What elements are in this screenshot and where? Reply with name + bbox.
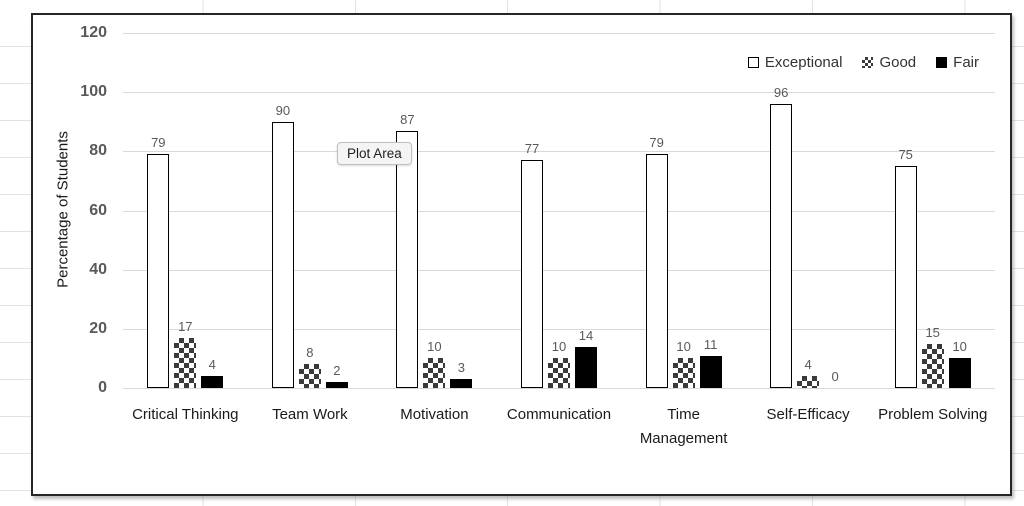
legend-item-exceptional[interactable]: Exceptional — [747, 54, 843, 71]
category-label: Motivation — [400, 406, 469, 423]
chart-object[interactable]: Percentage of Students 0 20 40 60 80 100 120 7… — [31, 13, 1012, 496]
y-tick-label: 100 — [80, 83, 107, 101]
data-label: 4 — [804, 357, 812, 373]
data-label: 14 — [578, 327, 594, 343]
data-label: 4 — [208, 357, 216, 373]
category-label: Time Management — [639, 406, 728, 447]
bar-fair[interactable] — [201, 376, 224, 388]
data-label: 87 — [400, 111, 415, 127]
category-label: Problem Solving — [878, 406, 988, 423]
bar-fair[interactable] — [325, 382, 348, 388]
data-label: 15 — [925, 324, 940, 340]
y-tick-label: 80 — [89, 142, 107, 160]
x-axis-line — [123, 388, 995, 389]
bar-good[interactable] — [174, 337, 197, 388]
y-tick-label: 0 — [98, 379, 107, 396]
data-label: 3 — [457, 360, 465, 376]
legend-label-exceptional: Exceptional — [764, 54, 843, 71]
data-label: 96 — [773, 85, 789, 100]
data-label: 90 — [275, 102, 291, 118]
data-label: 17 — [178, 318, 193, 334]
bar-fair[interactable] — [575, 346, 597, 388]
plot-area-tooltip: Plot Area — [337, 142, 412, 165]
y-tick-label: 120 — [80, 24, 107, 41]
data-label: 75 — [898, 147, 913, 163]
legend-swatch-good-icon — [862, 57, 874, 68]
bar-exceptional[interactable] — [645, 154, 668, 388]
legend-item-fair[interactable]: Fair — [936, 54, 979, 71]
y-tick-label: 60 — [89, 201, 107, 219]
bar-good[interactable] — [921, 343, 944, 388]
legend-swatch-fair-icon — [936, 57, 948, 68]
data-label: 2 — [333, 363, 341, 379]
bar-exceptional[interactable] — [271, 121, 294, 389]
legend-label-fair: Fair — [953, 54, 979, 71]
gridline — [123, 33, 995, 34]
bar-good[interactable] — [548, 358, 570, 388]
bar-exceptional[interactable] — [894, 166, 917, 388]
data-label: 8 — [306, 345, 314, 361]
y-tick-label: 40 — [89, 260, 107, 278]
data-label: 79 — [151, 135, 166, 151]
bar-good[interactable] — [423, 358, 446, 388]
data-label: 10 — [551, 339, 567, 355]
legend-label-good: Good — [879, 54, 917, 71]
data-label: 10 — [952, 339, 967, 355]
data-label: 79 — [649, 135, 664, 151]
gridline — [123, 269, 995, 271]
category-label: Communication — [506, 406, 612, 423]
bar-fair[interactable] — [450, 379, 473, 388]
data-label: 10 — [676, 339, 691, 355]
category-label: Team Work — [272, 406, 348, 423]
legend-item-good[interactable]: Good — [862, 54, 916, 71]
data-label: 0 — [831, 369, 839, 384]
category-label: Critical Thinking — [132, 406, 239, 423]
category-label: Self-Efficacy — [766, 406, 850, 423]
y-tick-label: 20 — [89, 319, 107, 337]
data-label: 11 — [703, 336, 718, 352]
bar-good[interactable] — [298, 364, 321, 388]
data-label: 77 — [524, 141, 540, 157]
bar-fair[interactable] — [699, 355, 722, 388]
gridline — [123, 210, 995, 212]
bar-exceptional[interactable] — [396, 130, 419, 388]
bar-fair[interactable] — [948, 358, 971, 388]
data-label: 10 — [427, 339, 442, 355]
bar-good[interactable] — [672, 358, 695, 388]
legend-swatch-exceptional-icon — [747, 57, 759, 68]
bar-exceptional[interactable] — [770, 104, 793, 388]
gridline — [123, 92, 995, 94]
bar-good[interactable] — [797, 376, 820, 388]
bar-exceptional[interactable] — [521, 160, 543, 388]
legend[interactable]: Exceptional Good Fair — [747, 54, 979, 71]
gridline — [123, 151, 995, 153]
gridline — [123, 328, 995, 330]
bar-exceptional[interactable] — [147, 154, 170, 388]
